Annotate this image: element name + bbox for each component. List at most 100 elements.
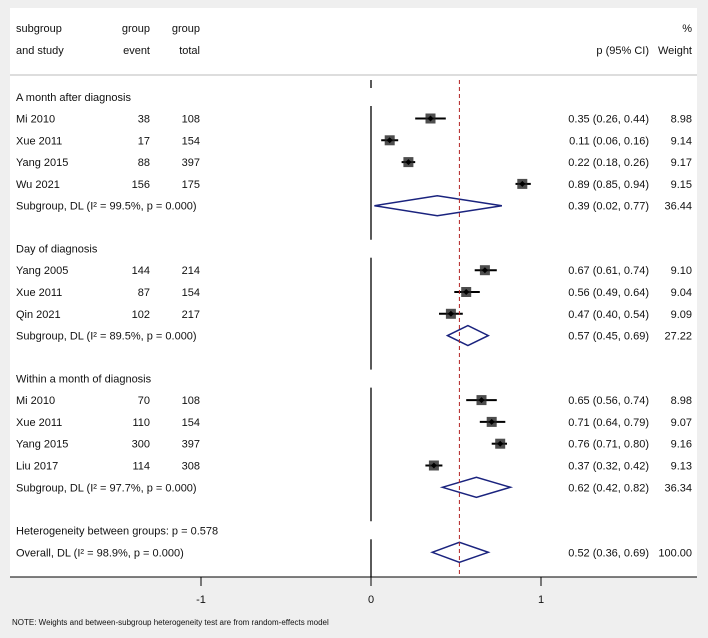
header-total: group: [172, 23, 200, 35]
event-count: 156: [132, 179, 150, 191]
study-name: Liu 2017: [16, 461, 58, 473]
study-name: Xue 2011: [16, 417, 62, 429]
total-count: 108: [182, 395, 200, 407]
ci-label: 0.47 (0.40, 0.54): [568, 309, 649, 321]
ci-label: 0.52 (0.36, 0.69): [568, 547, 649, 559]
overall-diamond: [430, 541, 491, 564]
x-tick-label: 0: [368, 594, 374, 606]
ci-label: 0.71 (0.64, 0.79): [568, 417, 649, 429]
total-count: 175: [182, 179, 200, 191]
ci-label: 0.62 (0.42, 0.82): [568, 482, 649, 494]
point-estimate: [478, 397, 485, 404]
ci-label: 0.56 (0.49, 0.64): [568, 287, 649, 299]
weight-label: 9.16: [671, 439, 692, 451]
point-estimate: [497, 440, 504, 447]
ci-label: 0.35 (0.26, 0.44): [568, 114, 649, 126]
study-name: Xue 2011: [16, 287, 62, 299]
header-study: and study: [16, 45, 64, 57]
point-estimate: [447, 310, 454, 317]
weight-label: 9.04: [671, 287, 692, 299]
plot-panel: [10, 8, 697, 577]
weight-label: 36.34: [664, 482, 692, 494]
event-count: 300: [132, 439, 150, 451]
event-count: 114: [132, 461, 150, 473]
event-count: 38: [138, 114, 150, 126]
total-count: 154: [182, 287, 200, 299]
weight-label: 9.13: [671, 461, 692, 473]
ci-label: 0.76 (0.71, 0.80): [568, 439, 649, 451]
weight-label: 100.00: [658, 547, 692, 559]
header-event: event: [123, 45, 150, 57]
overall-label: Overall, DL (I² = 98.9%, p = 0.000): [16, 547, 184, 559]
header-event: group: [122, 23, 150, 35]
x-tick-label: -1: [196, 594, 206, 606]
weight-label: 9.07: [671, 417, 692, 429]
point-estimate: [405, 159, 412, 166]
header-ci: p (95% CI): [596, 45, 649, 57]
study-name: Yang 2015: [16, 439, 68, 451]
total-count: 154: [182, 417, 200, 429]
point-estimate: [488, 418, 495, 425]
ci-label: 0.39 (0.02, 0.77): [568, 201, 649, 213]
ci-label: 0.67 (0.61, 0.74): [568, 265, 649, 277]
subgroup-diamond: [374, 194, 503, 217]
group-label: Within a month of diagnosis: [16, 374, 152, 386]
study-name: Yang 2005: [16, 265, 68, 277]
subgroup-diamond: [439, 476, 514, 499]
header-weight: %: [682, 23, 692, 35]
ci-label: 0.89 (0.85, 0.94): [568, 179, 649, 191]
weight-label: 9.14: [671, 135, 692, 147]
total-count: 397: [182, 439, 200, 451]
study-name: Xue 2011: [16, 135, 62, 147]
event-count: 17: [138, 135, 150, 147]
footnote: NOTE: Weights and between-subgroup heter…: [12, 618, 329, 627]
event-count: 102: [132, 309, 150, 321]
weight-label: 9.17: [671, 157, 692, 169]
weight-label: 27.22: [664, 331, 692, 343]
subgroup-summary-label: Subgroup, DL (I² = 89.5%, p = 0.000): [16, 331, 197, 343]
weight-label: 8.98: [671, 114, 692, 126]
header-total: total: [179, 45, 200, 57]
group-label: Day of diagnosis: [16, 244, 98, 256]
event-count: 70: [138, 395, 150, 407]
subgroup-summary-label: Subgroup, DL (I² = 99.5%, p = 0.000): [16, 201, 197, 213]
ci-label: 0.22 (0.18, 0.26): [568, 157, 649, 169]
study-name: Qin 2021: [16, 309, 61, 321]
weight-label: 9.09: [671, 309, 692, 321]
total-count: 154: [182, 135, 200, 147]
event-count: 110: [132, 417, 150, 429]
event-count: 88: [138, 157, 150, 169]
weight-label: 8.98: [671, 395, 692, 407]
ci-label: 0.37 (0.32, 0.42): [568, 461, 649, 473]
study-name: Wu 2021: [16, 179, 60, 191]
event-count: 87: [138, 287, 150, 299]
header-study: subgroup: [16, 23, 62, 35]
point-estimate: [481, 267, 488, 274]
event-count: 144: [132, 265, 150, 277]
ci-label: 0.57 (0.45, 0.69): [568, 331, 649, 343]
x-tick-label: 1: [538, 594, 544, 606]
study-name: Mi 2010: [16, 395, 55, 407]
total-count: 214: [182, 265, 200, 277]
total-count: 217: [182, 309, 200, 321]
ci-label: 0.11 (0.06, 0.16): [569, 135, 649, 147]
point-estimate: [430, 462, 437, 469]
subgroup-diamond: [445, 324, 491, 347]
point-estimate: [519, 180, 526, 187]
total-count: 397: [182, 157, 200, 169]
group-label: A month after diagnosis: [16, 92, 131, 104]
ci-label: 0.65 (0.56, 0.74): [568, 395, 649, 407]
header-weight: Weight: [658, 45, 692, 57]
point-estimate: [463, 289, 470, 295]
study-name: Yang 2015: [16, 157, 68, 169]
subgroup-summary-label: Subgroup, DL (I² = 97.7%, p = 0.000): [16, 482, 197, 494]
point-estimate: [427, 115, 434, 122]
weight-label: 36.44: [664, 201, 692, 213]
point-estimate: [386, 137, 393, 144]
total-count: 108: [182, 114, 200, 126]
total-count: 308: [182, 461, 200, 473]
weight-label: 9.15: [671, 179, 692, 191]
heterogeneity-label: Heterogeneity between groups: p = 0.578: [16, 525, 218, 537]
